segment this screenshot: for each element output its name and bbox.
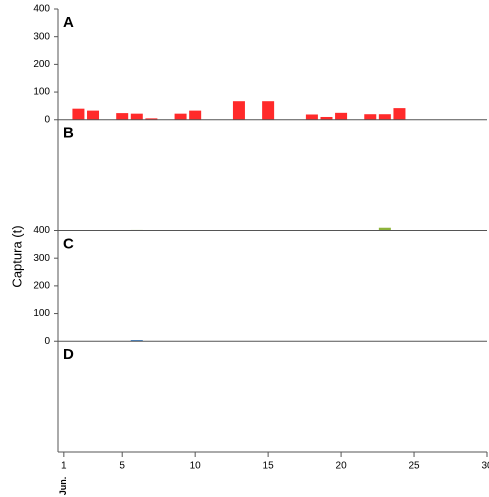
y-tick-label: 400 <box>33 4 50 15</box>
bar <box>232 101 245 120</box>
x-tick-label: 20 <box>336 461 348 472</box>
bar <box>320 116 333 120</box>
panel-label: D <box>63 346 74 363</box>
y-axis-label: Captura (t) <box>9 225 24 287</box>
bar <box>189 110 202 120</box>
y-tick-label: 200 <box>33 59 50 70</box>
x-tick-label: 10 <box>190 461 202 472</box>
x-tick-label: 30 <box>481 461 489 472</box>
bar <box>335 112 348 120</box>
bar <box>116 113 129 120</box>
bar <box>72 108 85 120</box>
y-tick-label: 100 <box>33 87 50 98</box>
bar <box>130 340 143 342</box>
bar <box>378 114 391 120</box>
y-tick-label: 300 <box>33 253 50 264</box>
x-annotation: Jun. <box>58 477 68 496</box>
x-tick-label: 15 <box>263 461 275 472</box>
bar <box>262 101 275 120</box>
bar <box>305 114 318 120</box>
panel-label: C <box>63 235 74 252</box>
bar <box>393 108 406 120</box>
x-tick-label: 1 <box>61 461 67 472</box>
y-tick-label: 0 <box>44 336 50 347</box>
bar <box>364 114 377 120</box>
panel-label: A <box>63 14 74 31</box>
x-tick-label: 5 <box>119 461 125 472</box>
bar <box>130 113 143 120</box>
bar <box>87 110 100 120</box>
bar <box>378 227 391 231</box>
y-tick-label: 300 <box>33 31 50 42</box>
y-tick-label: 400 <box>33 225 50 236</box>
y-tick-label: 200 <box>33 281 50 292</box>
y-tick-label: 0 <box>44 114 50 125</box>
bar <box>145 118 158 120</box>
panel-label: B <box>63 125 74 142</box>
x-tick-label: 25 <box>408 461 420 472</box>
y-tick-label: 100 <box>33 308 50 319</box>
bar <box>174 113 187 120</box>
